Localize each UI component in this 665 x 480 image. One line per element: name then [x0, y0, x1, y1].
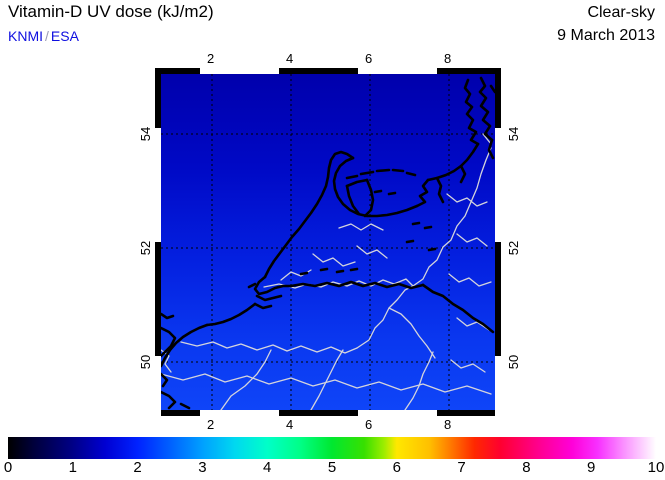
colorbar-tick-10: 10 — [647, 459, 665, 476]
administrative-borders — [161, 133, 492, 410]
uv-dose-heatmap — [161, 74, 495, 410]
axis-bottom-label-0: 2 — [207, 417, 215, 432]
source-separator: / — [45, 28, 49, 44]
coastlines — [161, 76, 495, 410]
axis-top-label-1: 4 — [286, 51, 294, 66]
colorbar-tick-2: 2 — [133, 459, 142, 476]
colorbar-container: 0 1 2 3 4 5 6 7 8 9 10 — [4, 437, 664, 476]
colorbar-tick-7: 7 — [457, 459, 466, 476]
axis-tick-band-bottom — [155, 410, 501, 416]
colorbar-tick-0: 0 — [3, 459, 13, 476]
axis-tick-band-right — [495, 68, 501, 416]
map-frame — [155, 68, 501, 416]
axis-right-label-0: 54 — [506, 126, 521, 142]
axis-top-label-2: 6 — [365, 51, 373, 66]
colorbar-tick-1: 1 — [68, 459, 77, 476]
axis-top-label-0: 2 — [207, 51, 215, 66]
colorbar-tick-5: 5 — [327, 459, 337, 476]
axis-bottom-label-3: 8 — [444, 417, 452, 432]
map-container — [155, 68, 501, 416]
date-label: 9 March 2013 — [557, 27, 655, 44]
axis-left-label-1: 52 — [138, 240, 153, 256]
axis-tick-band-top — [155, 68, 501, 74]
axis-right-label-2: 50 — [506, 354, 521, 370]
axis-tick-band-left — [155, 68, 161, 416]
colorbar-tick-3: 3 — [198, 459, 207, 476]
graticule-lines — [161, 74, 495, 410]
map-vector-layer — [161, 74, 495, 410]
axis-left-label-2: 50 — [138, 354, 153, 370]
source-credit: KNMI / ESA — [8, 28, 79, 45]
colorbar-tick-6: 6 — [392, 459, 401, 476]
axis-left-label-0: 54 — [138, 126, 153, 142]
colorbar-tick-4: 4 — [263, 459, 272, 476]
axis-bottom-label-1: 4 — [286, 417, 294, 432]
source-knmi: KNMI — [8, 28, 43, 44]
axis-top-label-3: 8 — [444, 51, 452, 66]
colorbar-tick-8: 8 — [522, 459, 531, 476]
source-esa: ESA — [50, 28, 79, 44]
colorbar-tick-labels: 0 1 2 3 4 5 6 7 8 9 10 — [4, 459, 665, 479]
axis-bottom-label-2: 6 — [365, 417, 373, 432]
colorbar-tick-9: 9 — [587, 459, 596, 476]
sky-condition-label: Clear-sky — [587, 4, 655, 21]
axis-right-label-1: 52 — [506, 240, 521, 256]
page-title: Vitamin-D UV dose (kJ/m2) — [8, 2, 214, 21]
colorbar-gradient — [8, 437, 656, 459]
